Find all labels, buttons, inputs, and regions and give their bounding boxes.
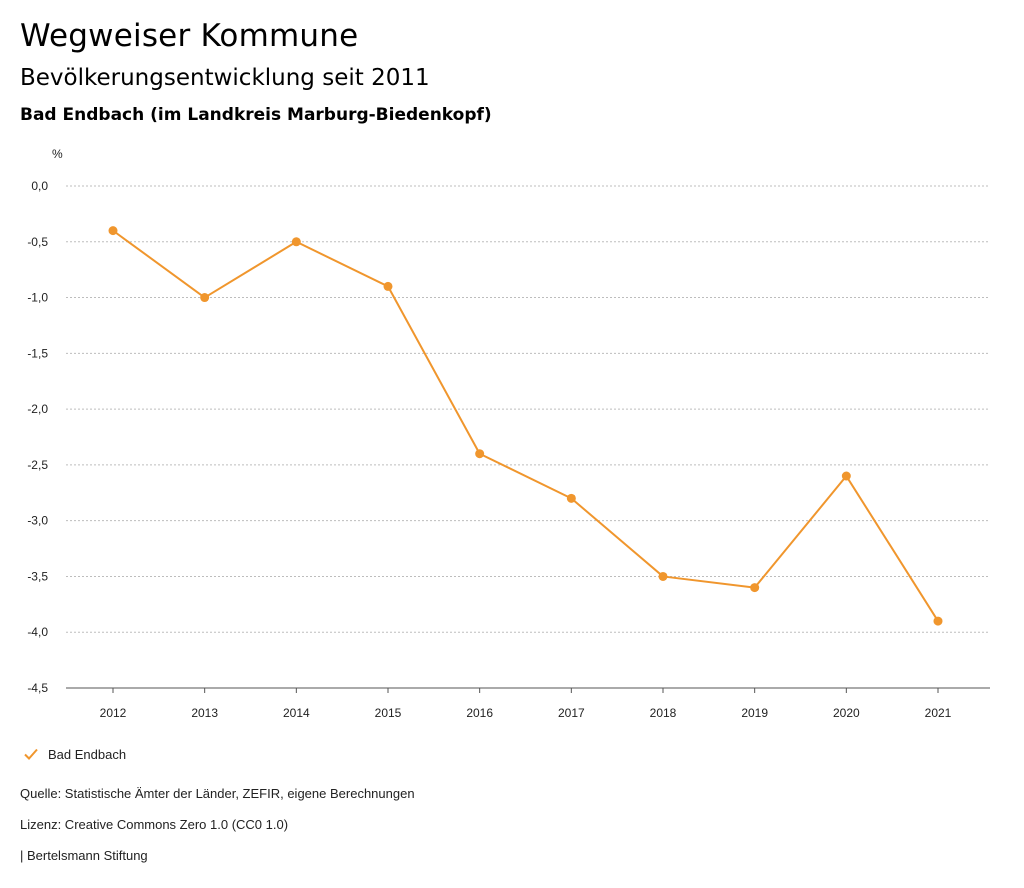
x-tick-label: 2016 [466, 706, 493, 720]
data-point [658, 571, 668, 581]
chart-title: Wegweiser Kommune [20, 18, 359, 54]
legend[interactable]: Bad Endbach [22, 745, 126, 763]
data-point [291, 237, 301, 247]
data-point [200, 293, 210, 303]
data-point [108, 226, 118, 236]
y-tick-label: -2,0 [27, 402, 48, 416]
axis-layer: % 0,0 -0,5 -1,0 -1,5 -2,0 -2,5 -3,0 -3,5 -4,0 -4,5… [27, 147, 951, 720]
series-line [112, 229, 939, 622]
y-tick-label: -1,0 [27, 291, 48, 305]
x-tick-label: 2013 [191, 706, 218, 720]
y-tick-label: -3,0 [27, 514, 48, 528]
x-tick-label: 2014 [283, 706, 310, 720]
x-tick-label: 2012 [100, 706, 127, 720]
x-tick-label: 2021 [925, 706, 952, 720]
region-label: Bad Endbach (im Landkreis Marburg-Bieden… [20, 105, 492, 125]
y-tick-label: -0,5 [27, 235, 48, 249]
grid-layer [66, 185, 990, 689]
line-chart: % 0,0 -0,5 -1,0 -1,5 -2,0 -2,5 -3,0 -3,5 -4,0 -4,5… [27, 147, 990, 720]
chart-subtitle: Bevölkerungsentwicklung seit 2011 [20, 65, 430, 91]
data-point [750, 583, 760, 593]
data-point [841, 471, 851, 481]
y-tick-label: -4,5 [27, 681, 48, 695]
y-axis-unit: % [52, 147, 63, 161]
license-note: Lizenz: Creative Commons Zero 1.0 (CC0 1… [20, 817, 289, 832]
y-tick-label: -1,5 [27, 346, 48, 360]
source-note: Quelle: Statistische Ämter der Länder, Z… [20, 786, 415, 801]
y-tick-label: -2,5 [27, 458, 48, 472]
data-point [933, 616, 943, 626]
x-tick-label: 2015 [375, 706, 402, 720]
x-tick-label: 2019 [741, 706, 768, 720]
y-tick-label: 0,0 [31, 179, 48, 193]
legend-label: Bad Endbach [48, 746, 127, 762]
data-point [475, 449, 485, 459]
x-tick-label: 2020 [833, 706, 860, 720]
data-point [383, 281, 393, 291]
data-point [566, 493, 576, 503]
series-layer [108, 226, 943, 626]
x-tick-label: 2017 [558, 706, 585, 720]
brand-note: | Bertelsmann Stiftung [20, 848, 148, 863]
y-tick-label: -3,5 [27, 569, 48, 583]
x-tick-label: 2018 [650, 706, 677, 720]
y-tick-label: -4,0 [27, 625, 48, 639]
check-icon [24, 748, 38, 760]
